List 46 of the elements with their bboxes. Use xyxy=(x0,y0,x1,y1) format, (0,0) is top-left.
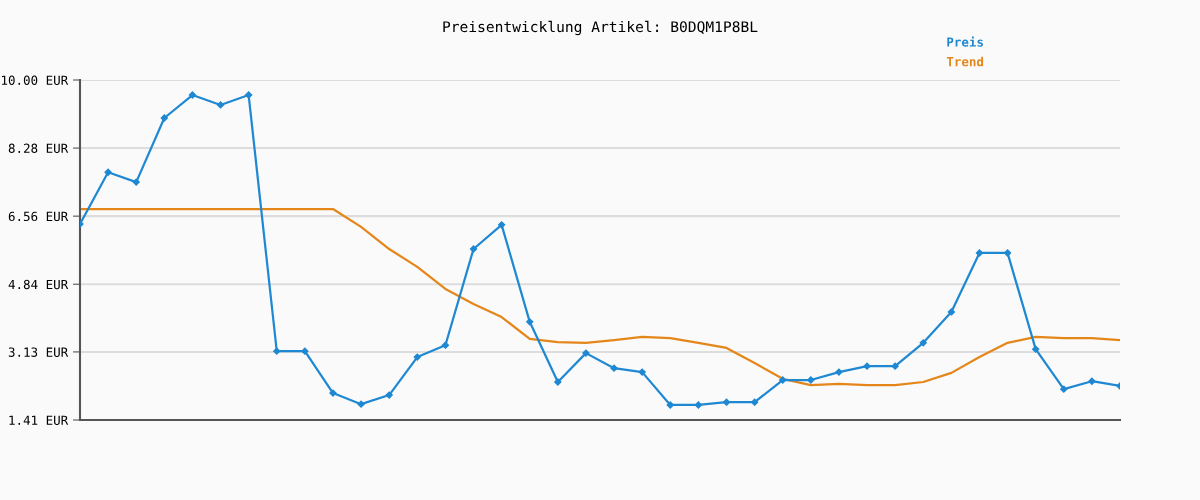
point xyxy=(216,101,225,109)
text: Trend xyxy=(946,56,984,67)
point xyxy=(919,339,927,347)
point xyxy=(779,376,787,384)
point xyxy=(526,318,534,326)
point xyxy=(104,168,112,176)
point xyxy=(610,364,618,372)
point xyxy=(722,398,731,406)
point xyxy=(638,368,646,376)
point xyxy=(582,349,590,357)
point xyxy=(413,353,421,361)
point xyxy=(891,362,899,370)
y-tick-label: 10.00 EUR xyxy=(1,75,69,85)
y-tick-label: 3.13 EUR xyxy=(8,347,69,357)
point xyxy=(1060,385,1068,393)
text: Preis xyxy=(947,36,983,47)
point xyxy=(1088,377,1096,385)
point xyxy=(188,91,197,99)
point xyxy=(554,378,562,386)
point xyxy=(357,400,365,408)
y-tick-label: 4.84 EUR xyxy=(8,279,69,290)
point xyxy=(469,245,478,253)
point xyxy=(132,178,140,186)
point xyxy=(835,368,843,376)
y-tick-label: 1.41 EUR xyxy=(9,415,69,425)
point xyxy=(975,249,984,257)
point xyxy=(947,308,955,316)
point xyxy=(441,341,450,349)
chart-title: Preisentwicklung Artikel: B0DQM1P8BL xyxy=(443,20,758,36)
point xyxy=(160,114,168,122)
point xyxy=(863,362,871,370)
point xyxy=(273,347,281,355)
point xyxy=(301,347,309,355)
point xyxy=(245,91,253,99)
point xyxy=(329,389,337,397)
point xyxy=(497,221,506,229)
point xyxy=(666,401,674,409)
point xyxy=(1032,345,1040,353)
line-series xyxy=(80,207,1120,387)
point xyxy=(694,401,703,409)
point xyxy=(750,398,759,406)
point xyxy=(807,376,815,384)
y-tick-label: 8.28 EUR xyxy=(8,143,69,154)
point xyxy=(385,391,393,399)
point xyxy=(1003,249,1012,257)
y-tick-label: 6.56 EUR xyxy=(8,211,69,222)
